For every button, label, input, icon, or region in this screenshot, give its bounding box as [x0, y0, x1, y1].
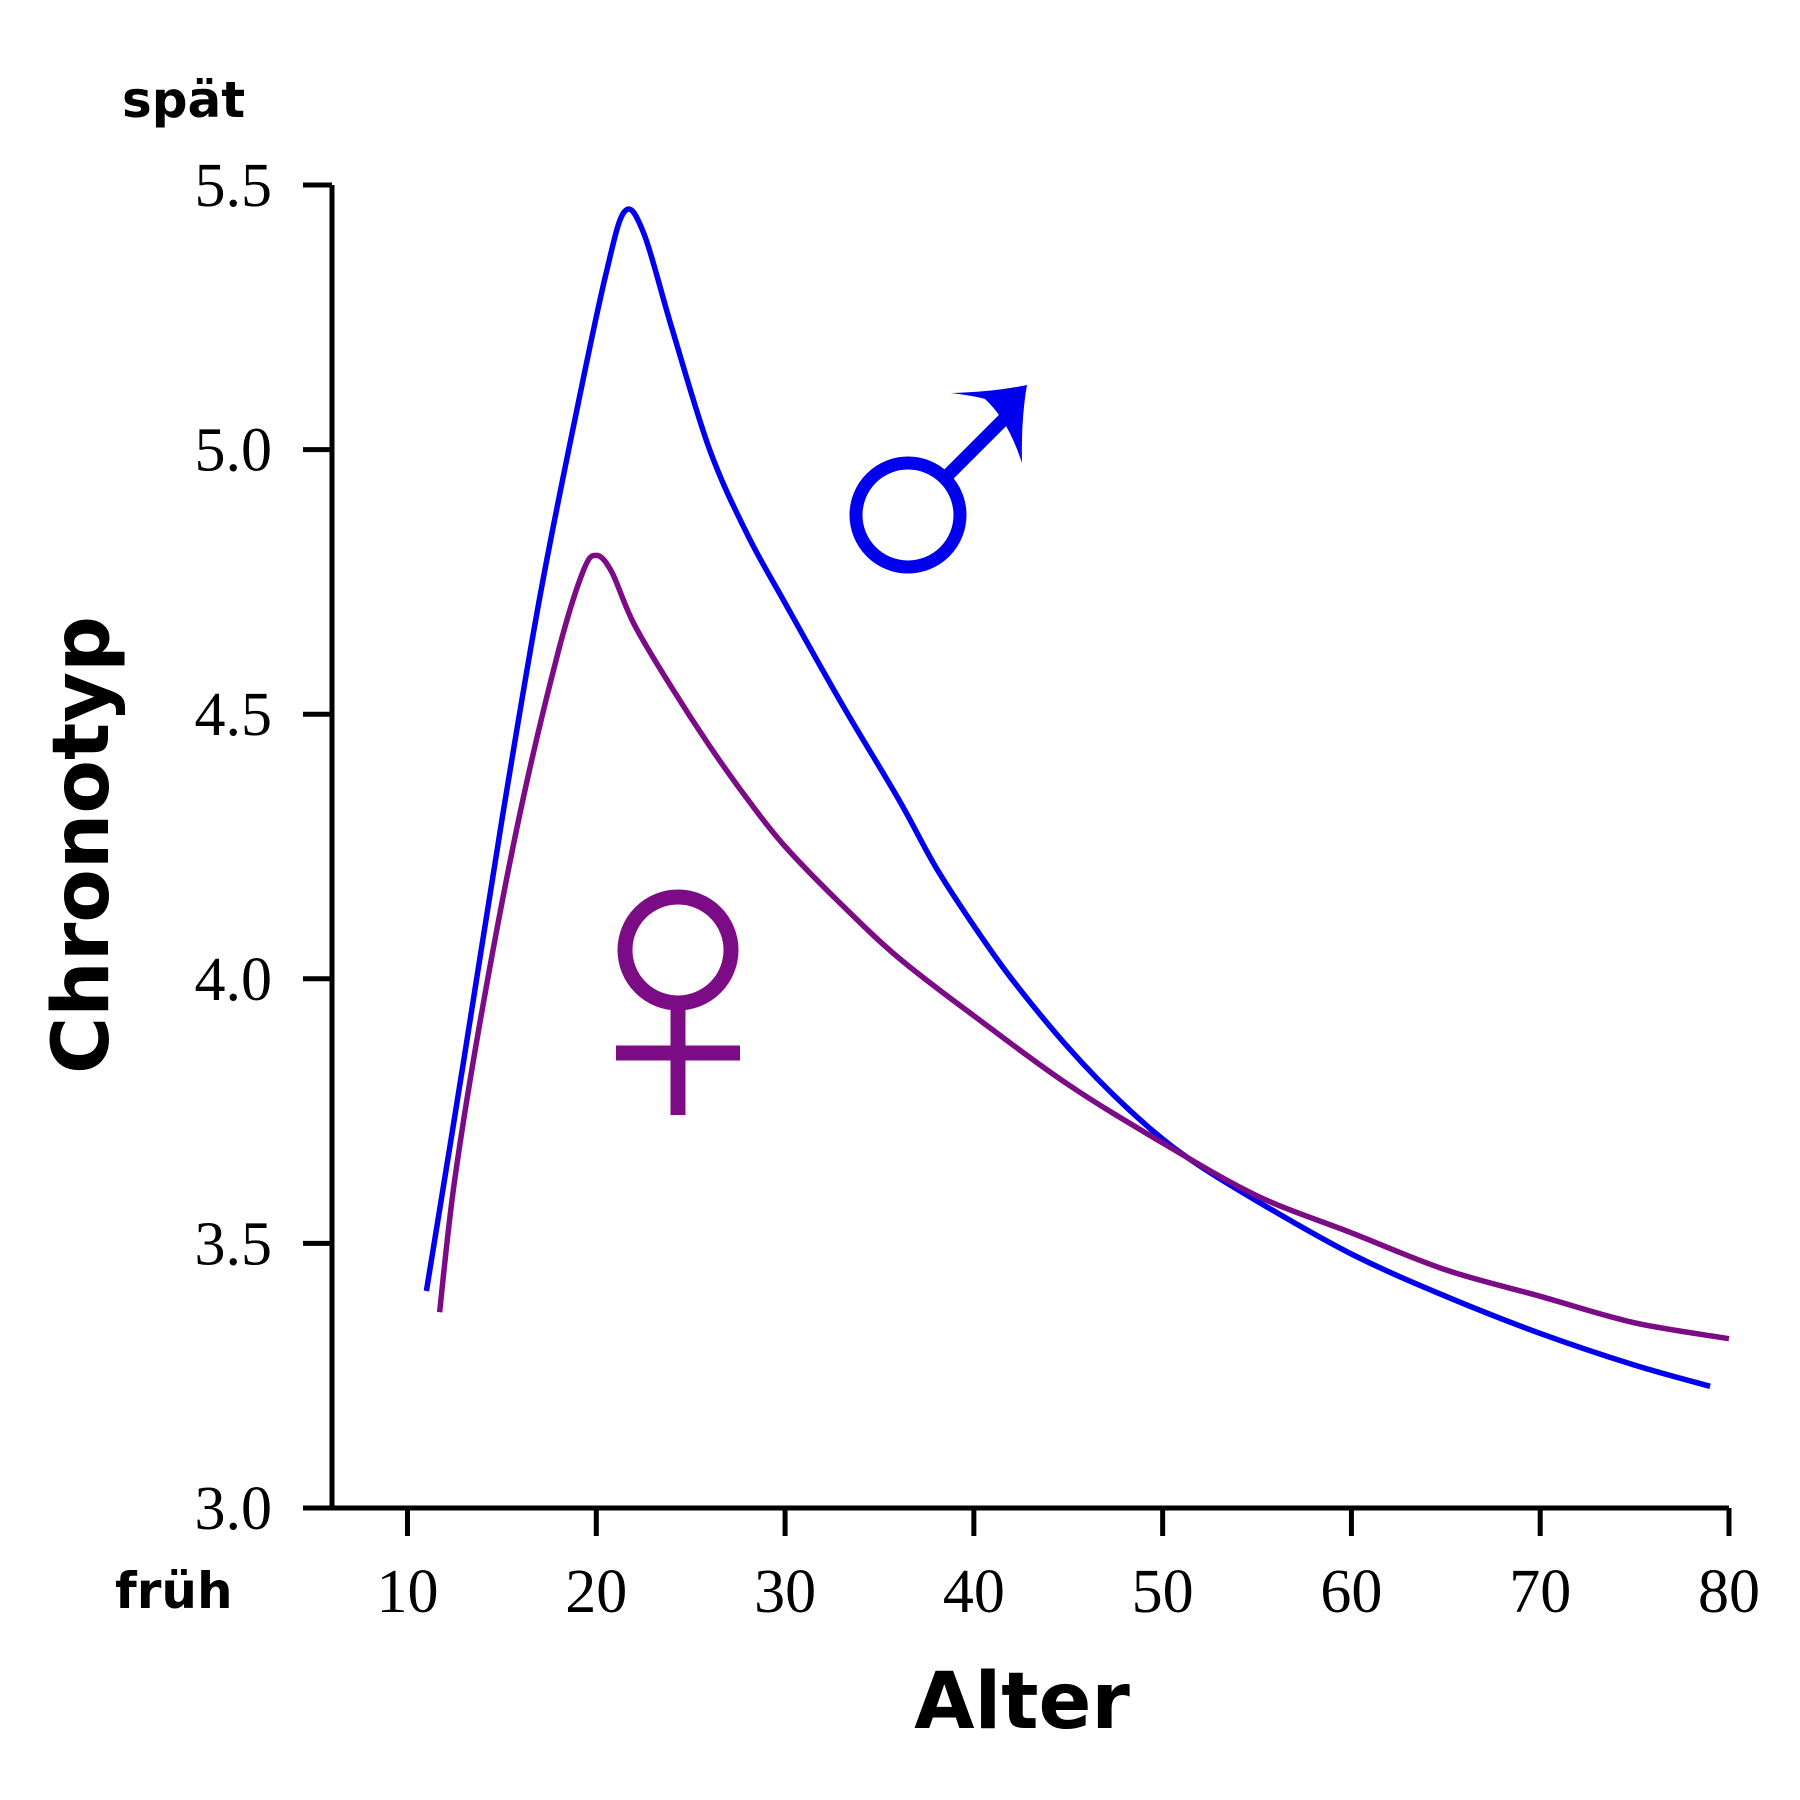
- y-low-label: früh: [115, 1562, 233, 1620]
- x-tick-label-20: 20: [565, 1558, 627, 1626]
- series-lines: [423, 206, 1730, 1389]
- y-tick-label-4.5: 4.5: [195, 681, 273, 749]
- x-tick-label-60: 60: [1320, 1558, 1382, 1626]
- y-tick-label-5.5: 5.5: [195, 152, 273, 220]
- male-symbol-icon: [849, 385, 1027, 574]
- y-axis-title: Chronotyp: [37, 616, 127, 1074]
- x-tick-label-70: 70: [1509, 1558, 1571, 1626]
- series-line-male: [423, 206, 1711, 1389]
- x-tick-label-40: 40: [943, 1558, 1005, 1626]
- x-tick-label-30: 30: [754, 1558, 816, 1626]
- female-symbol-icon: [616, 889, 740, 1115]
- y-high-label: spät: [122, 71, 245, 129]
- y-tick-label-3.0: 3.0: [195, 1475, 273, 1543]
- ticks: 10 20 30 40 50 60 70 80 3.0 3.5 4.0 4.5 5.0 5.5: [195, 152, 1761, 1626]
- axes: [303, 185, 1729, 1511]
- x-tick-label-10: 10: [377, 1558, 439, 1626]
- y-tick-label-5.0: 5.0: [195, 417, 273, 485]
- series-line-female: [436, 552, 1730, 1342]
- x-tick-label-80: 80: [1698, 1558, 1760, 1626]
- x-tick-label-50: 50: [1132, 1558, 1194, 1626]
- x-axis-title: Alter: [914, 1657, 1130, 1747]
- y-tick-label-3.5: 3.5: [195, 1210, 273, 1278]
- y-tick-label-4.0: 4.0: [195, 946, 273, 1014]
